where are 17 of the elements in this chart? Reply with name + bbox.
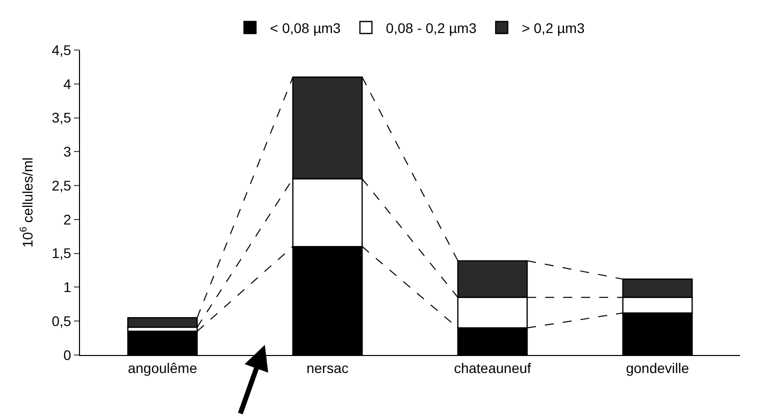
legend-label: 0,08 - 0,2 µm3	[386, 20, 477, 36]
y-tick-label: 3,5	[52, 110, 72, 126]
legend-label: > 0,2 µm3	[522, 20, 585, 36]
x-tick-label: nersac	[306, 360, 349, 376]
x-tick-label: chateauneuf	[454, 360, 532, 376]
y-tick-label: 4	[63, 76, 72, 92]
y-tick-label: 1	[63, 279, 72, 296]
x-tick-label: angoulême	[128, 360, 198, 376]
x-tick-label: gondeville	[626, 360, 690, 376]
legend-label: < 0,08 µm3	[270, 20, 341, 36]
y-tick-label: 3	[63, 144, 72, 160]
y-tick-label: 1,5	[52, 245, 72, 262]
y-tick-label: 2	[63, 211, 72, 228]
y-tick-label: 0	[63, 346, 72, 363]
y-tick-label: 4,5	[52, 42, 72, 58]
y-tick-label: 2,5	[52, 177, 72, 194]
y-tick-label: 0,5	[52, 313, 72, 330]
